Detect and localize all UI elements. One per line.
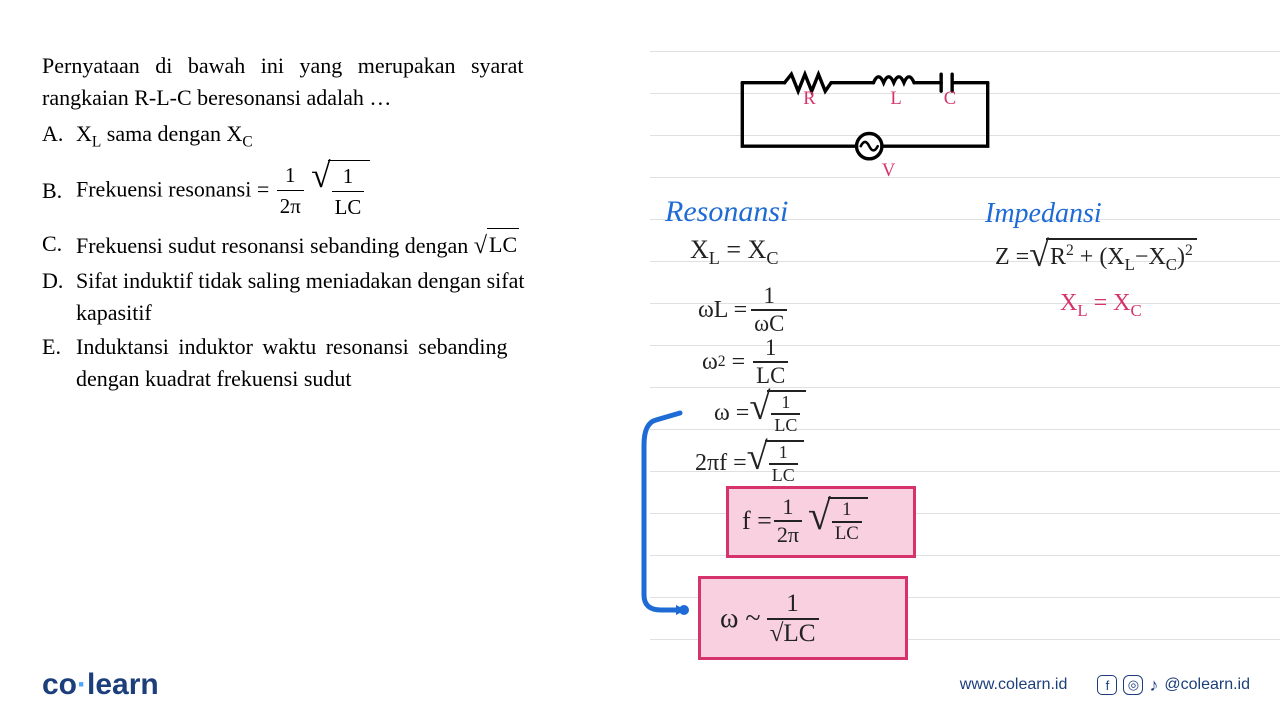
eq-xl-xc: XL = XC	[690, 235, 779, 269]
option-e: E. Induktansi induktor waktu resonansi s…	[42, 331, 642, 395]
eq-w-prop: ω ~ 1 √LC	[720, 590, 821, 648]
footer-socials: f ◎ ♪ @colearn.id	[1097, 675, 1250, 696]
options-list: A. XL sama dengan XC B. Frekuensi resona…	[42, 118, 642, 395]
tiktok-icon: ♪	[1149, 675, 1158, 696]
circuit-label-r: R	[803, 88, 816, 109]
circuit-label-l: L	[890, 88, 901, 109]
social-handle: @colearn.id	[1164, 676, 1250, 694]
eq-w: ω = √ 1 LC	[714, 390, 806, 436]
circuit-label-v: V	[882, 160, 896, 180]
fraction: 1 2π	[277, 160, 304, 222]
instagram-icon: ◎	[1123, 675, 1143, 695]
stem-line-1: Pernyataan di bawah ini yang merupakan s…	[42, 53, 524, 78]
question-stem: Pernyataan di bawah ini yang merupakan s…	[42, 50, 642, 114]
eq-wL: ωL = 1 ωC	[698, 283, 789, 337]
question-block: Pernyataan di bawah ini yang merupakan s…	[42, 50, 642, 395]
footer: co·learn www.colearn.id f ◎ ♪ @colearn.i…	[0, 668, 1280, 702]
title-impedansi: Impedansi	[985, 198, 1102, 230]
option-b: B. Frekuensi resonansi = 1 2π √ 1 LC	[42, 160, 642, 223]
option-a: A. XL sama dengan XC	[42, 118, 642, 154]
circuit-label-c: C	[944, 88, 956, 109]
facebook-icon: f	[1097, 675, 1117, 695]
arrow-connector	[636, 405, 706, 625]
brand-logo: co·learn	[42, 668, 159, 702]
eq-impedance: Z = √ R2 + (XL−XC)2	[995, 238, 1197, 277]
sqrt: √ 1 LC	[311, 160, 370, 223]
circuit-diagram: R L C V	[710, 70, 1020, 180]
eq-resonance-cond: XL = XC	[1060, 290, 1142, 321]
option-c: C. Frekuensi sudut resonansi sebanding d…	[42, 228, 642, 263]
stem-line-2: rangkaian R-L-C beresonansi adalah …	[42, 85, 391, 110]
footer-url: www.colearn.id	[960, 676, 1068, 694]
eq-f: f = 1 2π √ 1 LC	[742, 494, 868, 548]
title-resonansi: Resonansi	[665, 195, 788, 229]
eq-w2: ω2 = 1 LC	[702, 335, 790, 389]
eq-2pif: 2πf = √ 1 LC	[695, 440, 804, 486]
option-d: D. Sifat induktif tidak saling meniadaka…	[42, 265, 642, 329]
